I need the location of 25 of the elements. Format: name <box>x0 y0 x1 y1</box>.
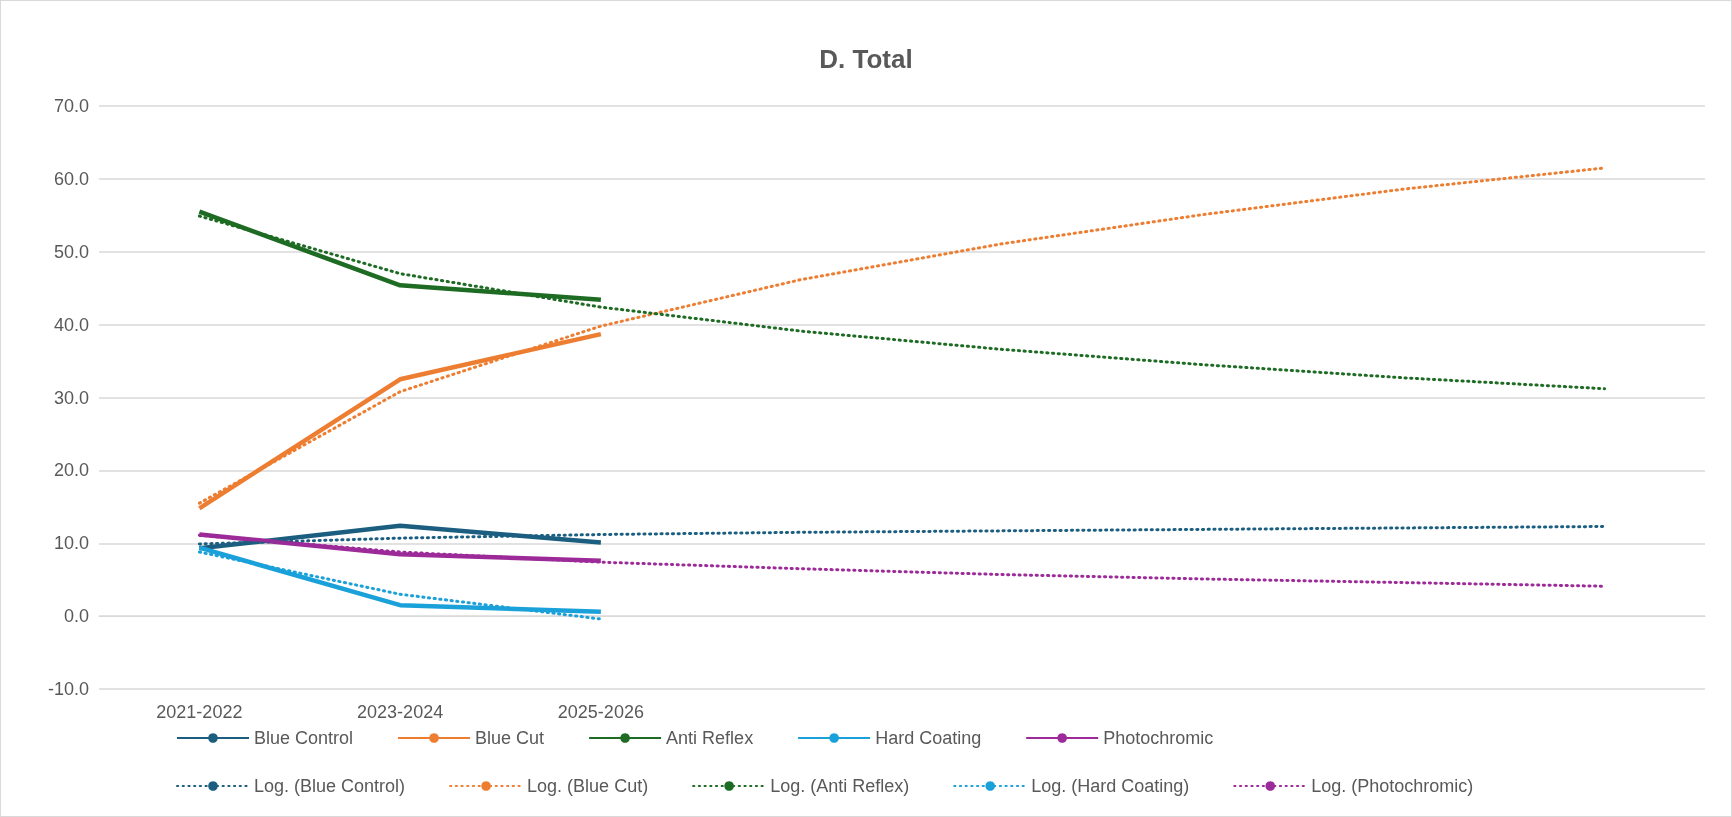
chart-title: D. Total <box>819 44 913 74</box>
legend-label: Log. (Photochromic) <box>1311 776 1474 796</box>
y-tick-label: 10.0 <box>53 533 89 554</box>
legend-label: Log. (Hard Coating) <box>1031 776 1190 796</box>
legend-label: Log. (Blue Control) <box>254 776 406 796</box>
line-series <box>197 214 1607 391</box>
legend-label: Hard Coating <box>875 728 982 748</box>
y-tick-label: -10.0 <box>47 679 89 699</box>
x-tick-label: 2023-2024 <box>357 702 444 722</box>
x-tick-label: 2025-2026 <box>557 702 644 722</box>
line-series <box>197 524 1607 546</box>
y-tick-label: 30.0 <box>53 387 89 408</box>
x-tick-label: 2021-2022 <box>156 702 243 722</box>
y-tick-label: 20.0 <box>53 460 89 481</box>
legend-label: Anti Reflex <box>666 728 754 748</box>
legend-label: Blue Cut <box>475 728 545 748</box>
legend-label: Log. (Anti Reflex) <box>770 776 910 796</box>
legend-label: Log. (Blue Cut) <box>527 776 649 796</box>
y-tick-label: 40.0 <box>53 314 89 335</box>
y-tick-label: 50.0 <box>53 241 89 262</box>
legend-label: Photochromic <box>1103 728 1214 748</box>
legend-label: Blue Control <box>254 728 354 748</box>
y-tick-label: 70.0 <box>53 96 89 116</box>
y-tick-label: 60.0 <box>53 168 89 189</box>
y-tick-label: 0.0 <box>63 606 89 627</box>
